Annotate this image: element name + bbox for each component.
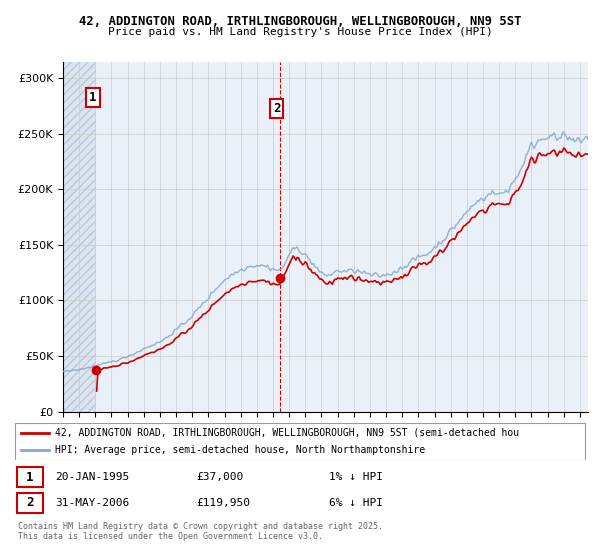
- Text: 20-JAN-1995: 20-JAN-1995: [55, 472, 130, 482]
- Text: HPI: Average price, semi-detached house, North Northamptonshire: HPI: Average price, semi-detached house,…: [55, 445, 425, 455]
- Text: 2: 2: [26, 496, 34, 509]
- FancyBboxPatch shape: [17, 493, 43, 512]
- Text: 42, ADDINGTON ROAD, IRTHLINGBOROUGH, WELLINGBOROUGH, NN9 5ST: 42, ADDINGTON ROAD, IRTHLINGBOROUGH, WEL…: [79, 15, 521, 28]
- Text: Contains HM Land Registry data © Crown copyright and database right 2025.
This d: Contains HM Land Registry data © Crown c…: [18, 522, 383, 542]
- Bar: [63, 62, 96, 412]
- Text: 42, ADDINGTON ROAD, IRTHLINGBOROUGH, WELLINGBOROUGH, NN9 5ST (semi-detached hou: 42, ADDINGTON ROAD, IRTHLINGBOROUGH, WEL…: [55, 427, 520, 437]
- Text: 31-MAY-2006: 31-MAY-2006: [55, 498, 130, 508]
- Text: 1% ↓ HPI: 1% ↓ HPI: [329, 472, 383, 482]
- FancyBboxPatch shape: [17, 468, 43, 487]
- Text: £37,000: £37,000: [196, 472, 244, 482]
- Text: 6% ↓ HPI: 6% ↓ HPI: [329, 498, 383, 508]
- Text: 1: 1: [89, 91, 97, 104]
- Text: £119,950: £119,950: [196, 498, 250, 508]
- FancyBboxPatch shape: [15, 423, 585, 460]
- Text: Price paid vs. HM Land Registry's House Price Index (HPI): Price paid vs. HM Land Registry's House …: [107, 27, 493, 37]
- Text: 1: 1: [26, 471, 34, 484]
- Bar: [96, 62, 588, 412]
- Text: 2: 2: [273, 102, 280, 115]
